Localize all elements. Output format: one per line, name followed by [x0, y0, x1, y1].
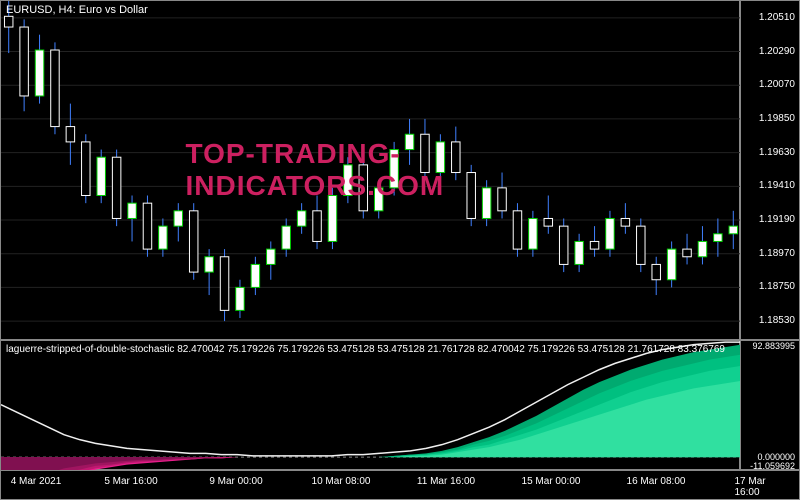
- time-tick-label: 5 Mar 16:00: [104, 476, 157, 487]
- time-tick-label: 16 Mar 08:00: [627, 476, 686, 487]
- candlestick-svg: [1, 1, 741, 341]
- time-tick-label: 15 Mar 00:00: [522, 476, 581, 487]
- indicator-panel[interactable]: laguerre-stripped-of-double-stochastic 8…: [0, 340, 740, 470]
- price-tick-label: 1.18970: [759, 248, 795, 259]
- time-tick-label: 17 Mar 16:00: [735, 476, 778, 498]
- chart-title: EURUSD, H4: Euro vs Dollar: [6, 4, 148, 16]
- price-tick-label: 1.19190: [759, 214, 795, 225]
- price-tick-label: 1.20070: [759, 79, 795, 90]
- indicator-title: laguerre-stripped-of-double-stochastic 8…: [6, 344, 725, 355]
- price-tick-label: 1.19850: [759, 113, 795, 124]
- time-tick-label: 4 Mar 2021: [11, 476, 62, 487]
- time-tick-label: 9 Mar 00:00: [209, 476, 262, 487]
- time-tick-label: 11 Mar 16:00: [417, 476, 475, 487]
- price-tick-label: 1.20290: [759, 46, 795, 57]
- price-tick-label: 1.19630: [759, 147, 795, 158]
- main-price-chart[interactable]: EURUSD, H4: Euro vs Dollar TOP-TRADING-I…: [0, 0, 740, 340]
- time-tick-label: 10 Mar 08:00: [312, 476, 371, 487]
- price-axis: 1.18530 1.18750 1.18970 1.19190 1.19410 1.196…: [740, 0, 800, 340]
- price-tick-label: 1.18750: [759, 281, 795, 292]
- indicator-axis: 92.8839950.000000-11.059692: [740, 340, 800, 470]
- price-tick-label: 1.18530: [759, 315, 795, 326]
- trading-chart-container: EURUSD, H4: Euro vs Dollar TOP-TRADING-I…: [0, 0, 800, 500]
- time-axis: 4 Mar 2021 5 Mar 16:00 9 Mar 00:00 10 Mar 0…: [0, 470, 800, 500]
- price-tick-label: 1.20510: [759, 12, 795, 23]
- indicator-tick-label: 92.883995: [752, 341, 795, 351]
- price-tick-label: 1.19410: [759, 180, 795, 191]
- indicator-svg: [1, 341, 741, 471]
